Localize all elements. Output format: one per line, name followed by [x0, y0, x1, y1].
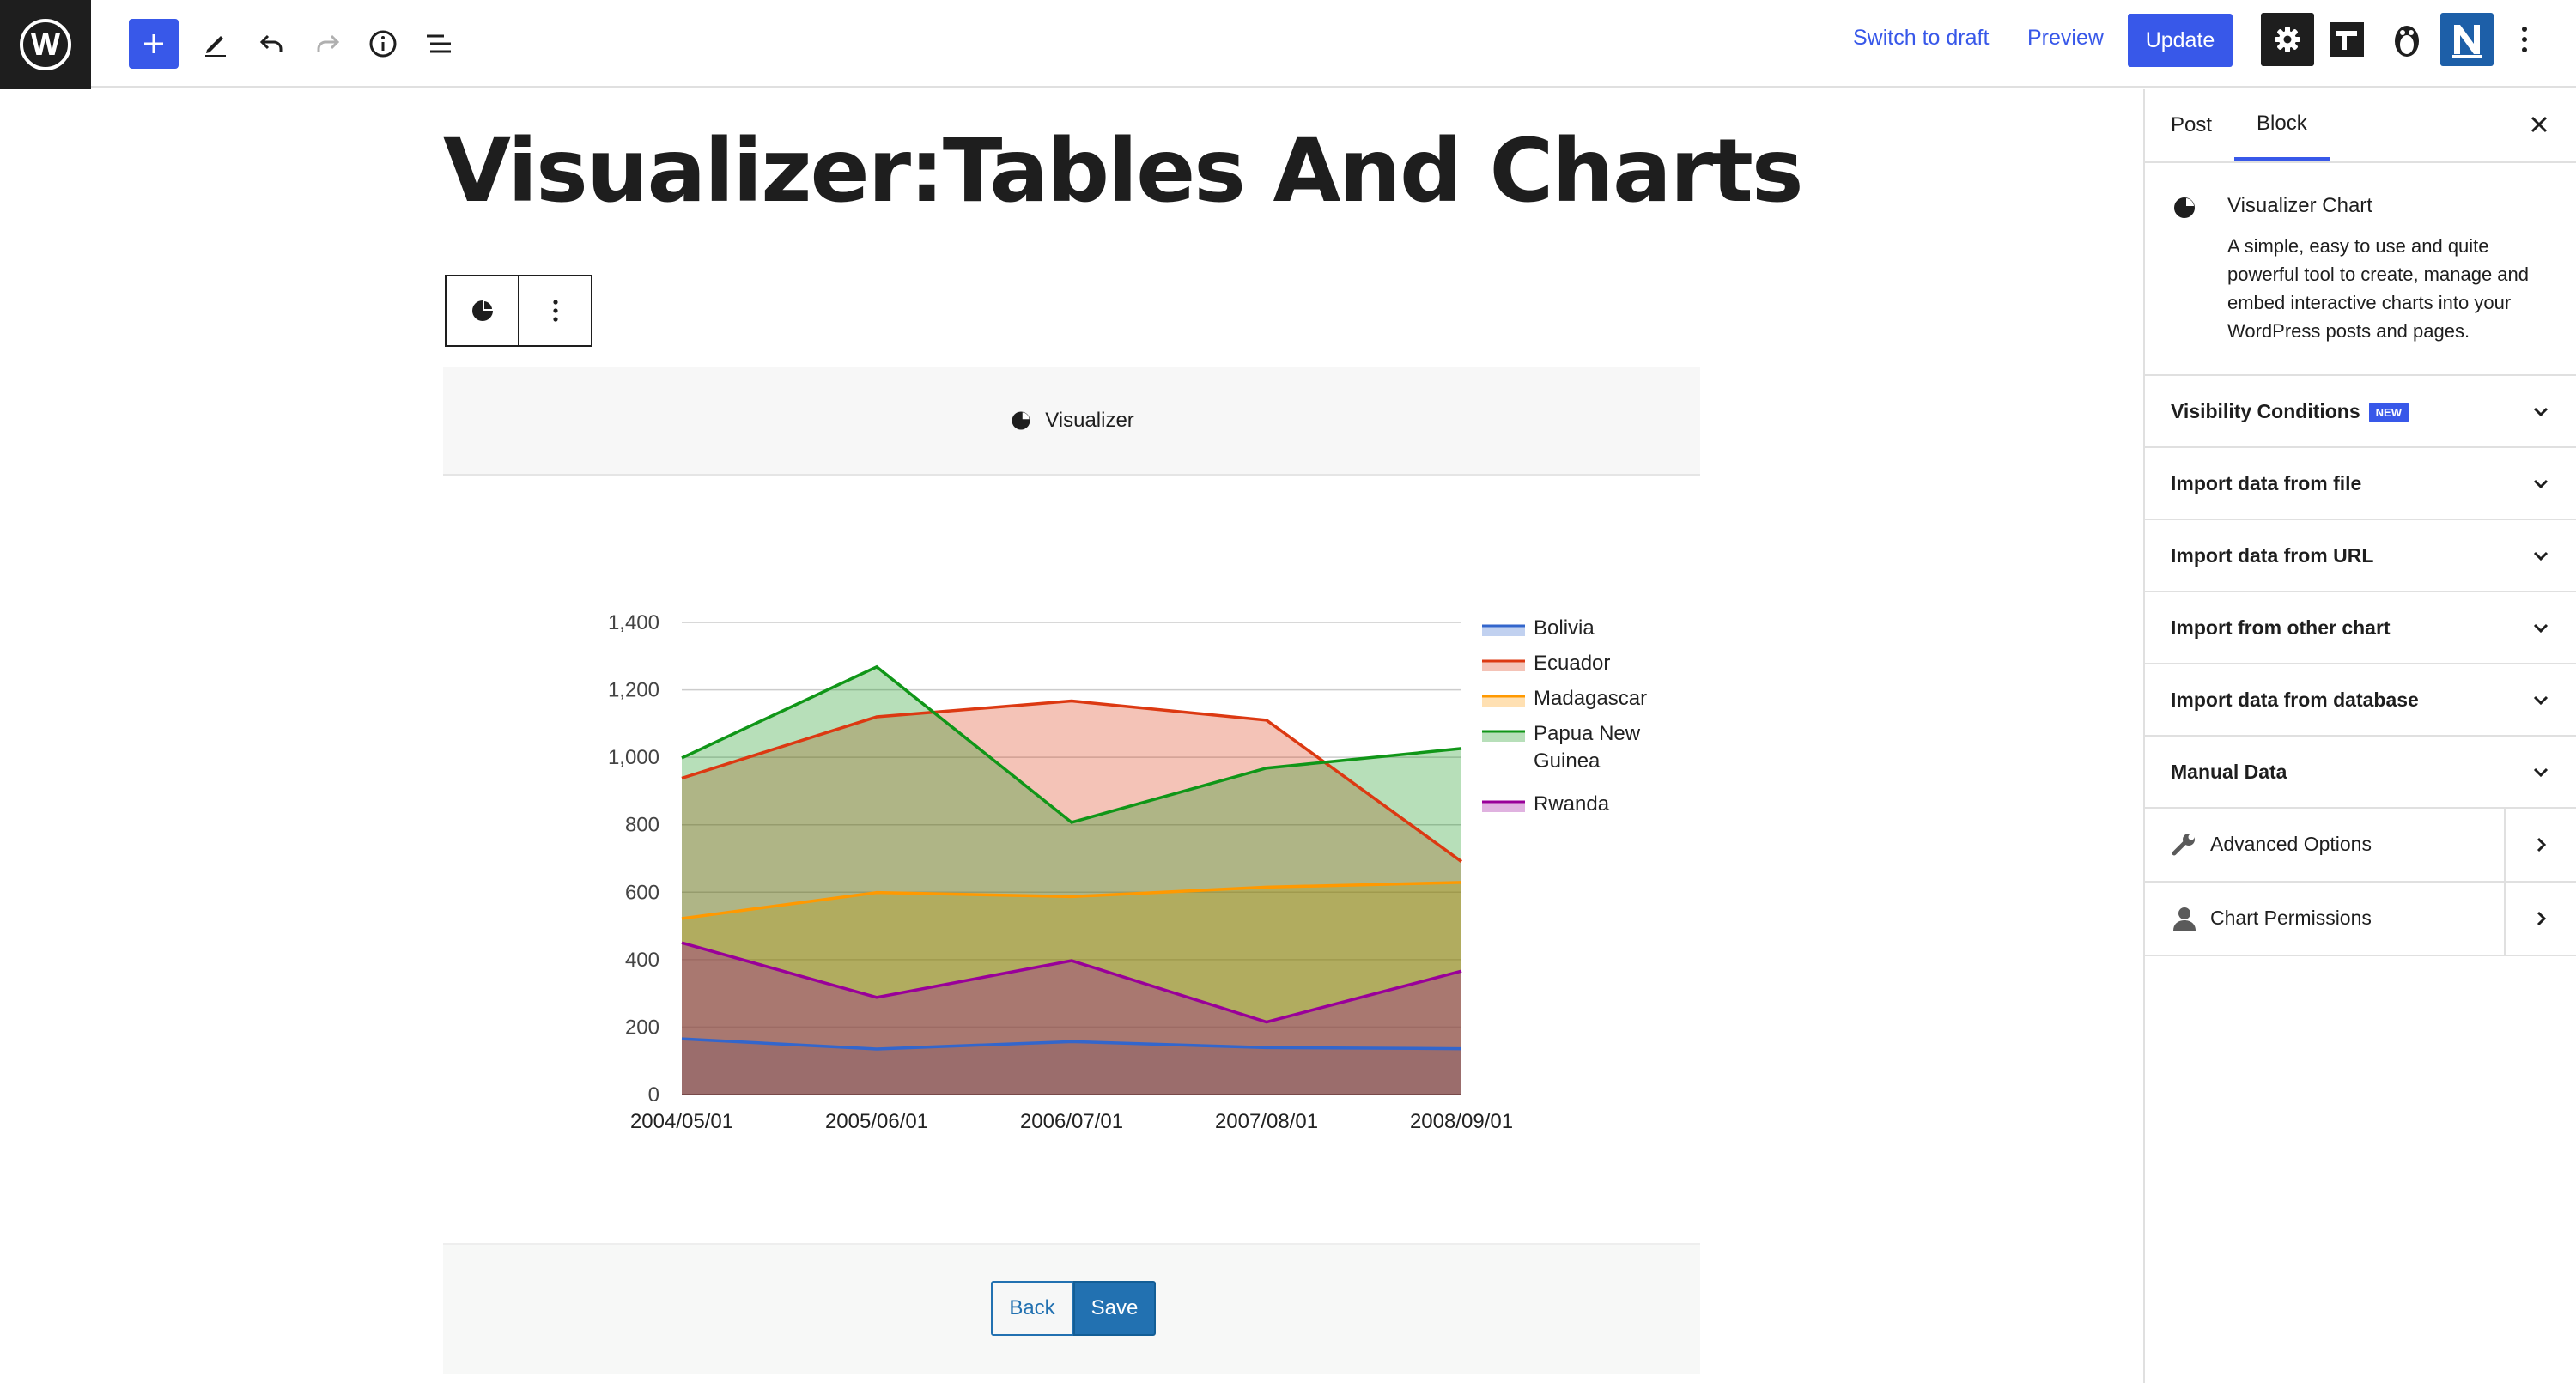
pencil-icon[interactable] [189, 17, 242, 70]
series-area [682, 1039, 1461, 1095]
y-tick-label: 0 [648, 1083, 659, 1107]
more-options-icon[interactable] [2500, 13, 2549, 66]
visualizer-block-footer: Back Save [443, 1243, 1700, 1374]
y-tick-label: 200 [625, 1016, 659, 1039]
wrench-icon [2171, 831, 2198, 863]
series-line [681, 699, 1463, 863]
plugin-logo-icon[interactable] [2320, 13, 2373, 66]
legend-label: Madagascar [1534, 687, 1647, 710]
block-card-description: A simple, easy to use and quite powerful… [2227, 235, 2530, 342]
x-tick-label: 2007/08/01 [1215, 1110, 1318, 1133]
svg-text:W: W [31, 27, 60, 62]
back-button[interactable]: Back [991, 1281, 1073, 1336]
legend-label: Papua New Guinea [1534, 722, 1641, 773]
chevron-down-icon [2533, 695, 2549, 706]
panel-import-file[interactable]: Import data from file [2145, 448, 2576, 520]
panel-import-other-chart[interactable]: Import from other chart [2145, 592, 2576, 664]
add-block-button[interactable] [129, 19, 179, 69]
legend-swatch [1482, 626, 1525, 636]
switch-to-draft-button[interactable]: Switch to draft [1853, 26, 1990, 50]
x-tick-label: 2006/07/01 [1020, 1110, 1123, 1133]
legend-swatch [1482, 661, 1525, 671]
chevron-right-icon[interactable] [2504, 883, 2576, 955]
series-line [681, 1037, 1462, 1051]
series-area [682, 666, 1461, 1095]
tab-block[interactable]: Block [2234, 89, 2330, 161]
panel-chart-permissions[interactable]: Chart Permissions [2145, 883, 2576, 956]
series-line [681, 664, 1462, 824]
undo-icon[interactable] [246, 17, 299, 70]
post-title[interactable]: Visualizer:Tables And Charts [443, 120, 1804, 222]
close-icon[interactable] [2518, 103, 2561, 146]
list-view-icon[interactable] [412, 17, 465, 70]
new-badge: NEW [2368, 402, 2409, 422]
wordpress-logo-icon[interactable]: W [0, 0, 91, 89]
chevron-down-icon [2533, 479, 2549, 489]
chevron-down-icon [2533, 767, 2549, 778]
x-tick-label: 2004/05/01 [630, 1110, 733, 1133]
user-icon [2171, 905, 2198, 937]
redo-icon[interactable] [301, 17, 354, 70]
series-line [681, 881, 1462, 920]
tab-post[interactable]: Post [2171, 113, 2213, 136]
legend-swatch [1482, 802, 1525, 812]
legend-label: Bolivia [1534, 616, 1595, 640]
chart-container: 0 200 400 600 800 1,000 1,200 1,400 2004/05/01 20… [443, 476, 1700, 1243]
chevron-down-icon [2533, 623, 2549, 634]
preview-button[interactable]: Preview [2027, 26, 2104, 50]
chevron-down-icon [2533, 407, 2549, 417]
visualizer-block-header: Visualizer [443, 367, 1700, 476]
info-icon[interactable] [356, 17, 410, 70]
panel-label: Import data from URL [2171, 543, 2374, 567]
x-tick-label: 2008/09/01 [1410, 1110, 1513, 1133]
area-chart[interactable]: 0 200 400 600 800 1,000 1,200 1,400 2004/05/01 20… [443, 476, 1700, 1243]
y-tick-label: 600 [625, 881, 659, 904]
legend-label: Rwanda [1534, 792, 1610, 816]
panel-label: Chart Permissions [2210, 907, 2372, 929]
chevron-right-icon[interactable] [2504, 809, 2576, 881]
panel-label: Manual Data [2171, 760, 2287, 783]
panel-label: Visibility Conditions [2171, 399, 2360, 422]
y-tick-label: 800 [625, 814, 659, 837]
legend-label: Ecuador [1534, 652, 1610, 675]
panel-label: Import data from file [2171, 471, 2362, 494]
panel-label: Advanced Options [2210, 833, 2372, 855]
penguin-icon[interactable] [2380, 13, 2433, 66]
y-tick-label: 1,200 [608, 679, 659, 702]
block-options-icon[interactable] [518, 276, 591, 345]
panel-advanced-options[interactable]: Advanced Options [2145, 809, 2576, 883]
y-tick-label: 400 [625, 949, 659, 972]
chart-block-type-icon[interactable] [447, 276, 518, 345]
visualizer-label: Visualizer [1045, 409, 1134, 432]
panel-manual-data[interactable]: Manual Data [2145, 737, 2576, 809]
n-logo-icon[interactable] [2440, 13, 2494, 66]
x-tick-label: 2005/06/01 [825, 1110, 928, 1133]
panel-label: Import from other chart [2171, 616, 2391, 639]
sidebar-tabs: Post Block [2145, 89, 2576, 163]
settings-gear-icon[interactable] [2261, 13, 2314, 66]
legend-swatch [1482, 696, 1525, 707]
series-area [682, 943, 1461, 1095]
panel-import-url[interactable]: Import data from URL [2145, 520, 2576, 592]
chevron-down-icon [2533, 551, 2549, 561]
legend-swatch [1482, 731, 1525, 742]
panel-label: Import data from database [2171, 688, 2419, 711]
block-card: Visualizer Chart A simple, easy to use a… [2145, 163, 2576, 376]
chart-pie-icon [1012, 411, 1030, 430]
series-line [681, 941, 1462, 1024]
block-toolbar [445, 275, 592, 347]
settings-sidebar: Post Block Visualizer Chart A simple, ea… [2143, 89, 2576, 1383]
y-tick-label: 1,000 [608, 746, 659, 769]
update-button[interactable]: Update [2128, 14, 2233, 67]
editor-top-toolbar: W Switch to draft Preview Update [0, 0, 2576, 89]
y-tick-label: 1,400 [608, 611, 659, 634]
block-card-title: Visualizer Chart [2227, 194, 2372, 217]
chart-pie-icon [2171, 194, 2198, 226]
series-area [682, 882, 1461, 1095]
save-button[interactable]: Save [1073, 1281, 1156, 1336]
panel-import-database[interactable]: Import data from database [2145, 664, 2576, 737]
panel-visibility-conditions[interactable]: Visibility Conditions NEW [2145, 376, 2576, 448]
